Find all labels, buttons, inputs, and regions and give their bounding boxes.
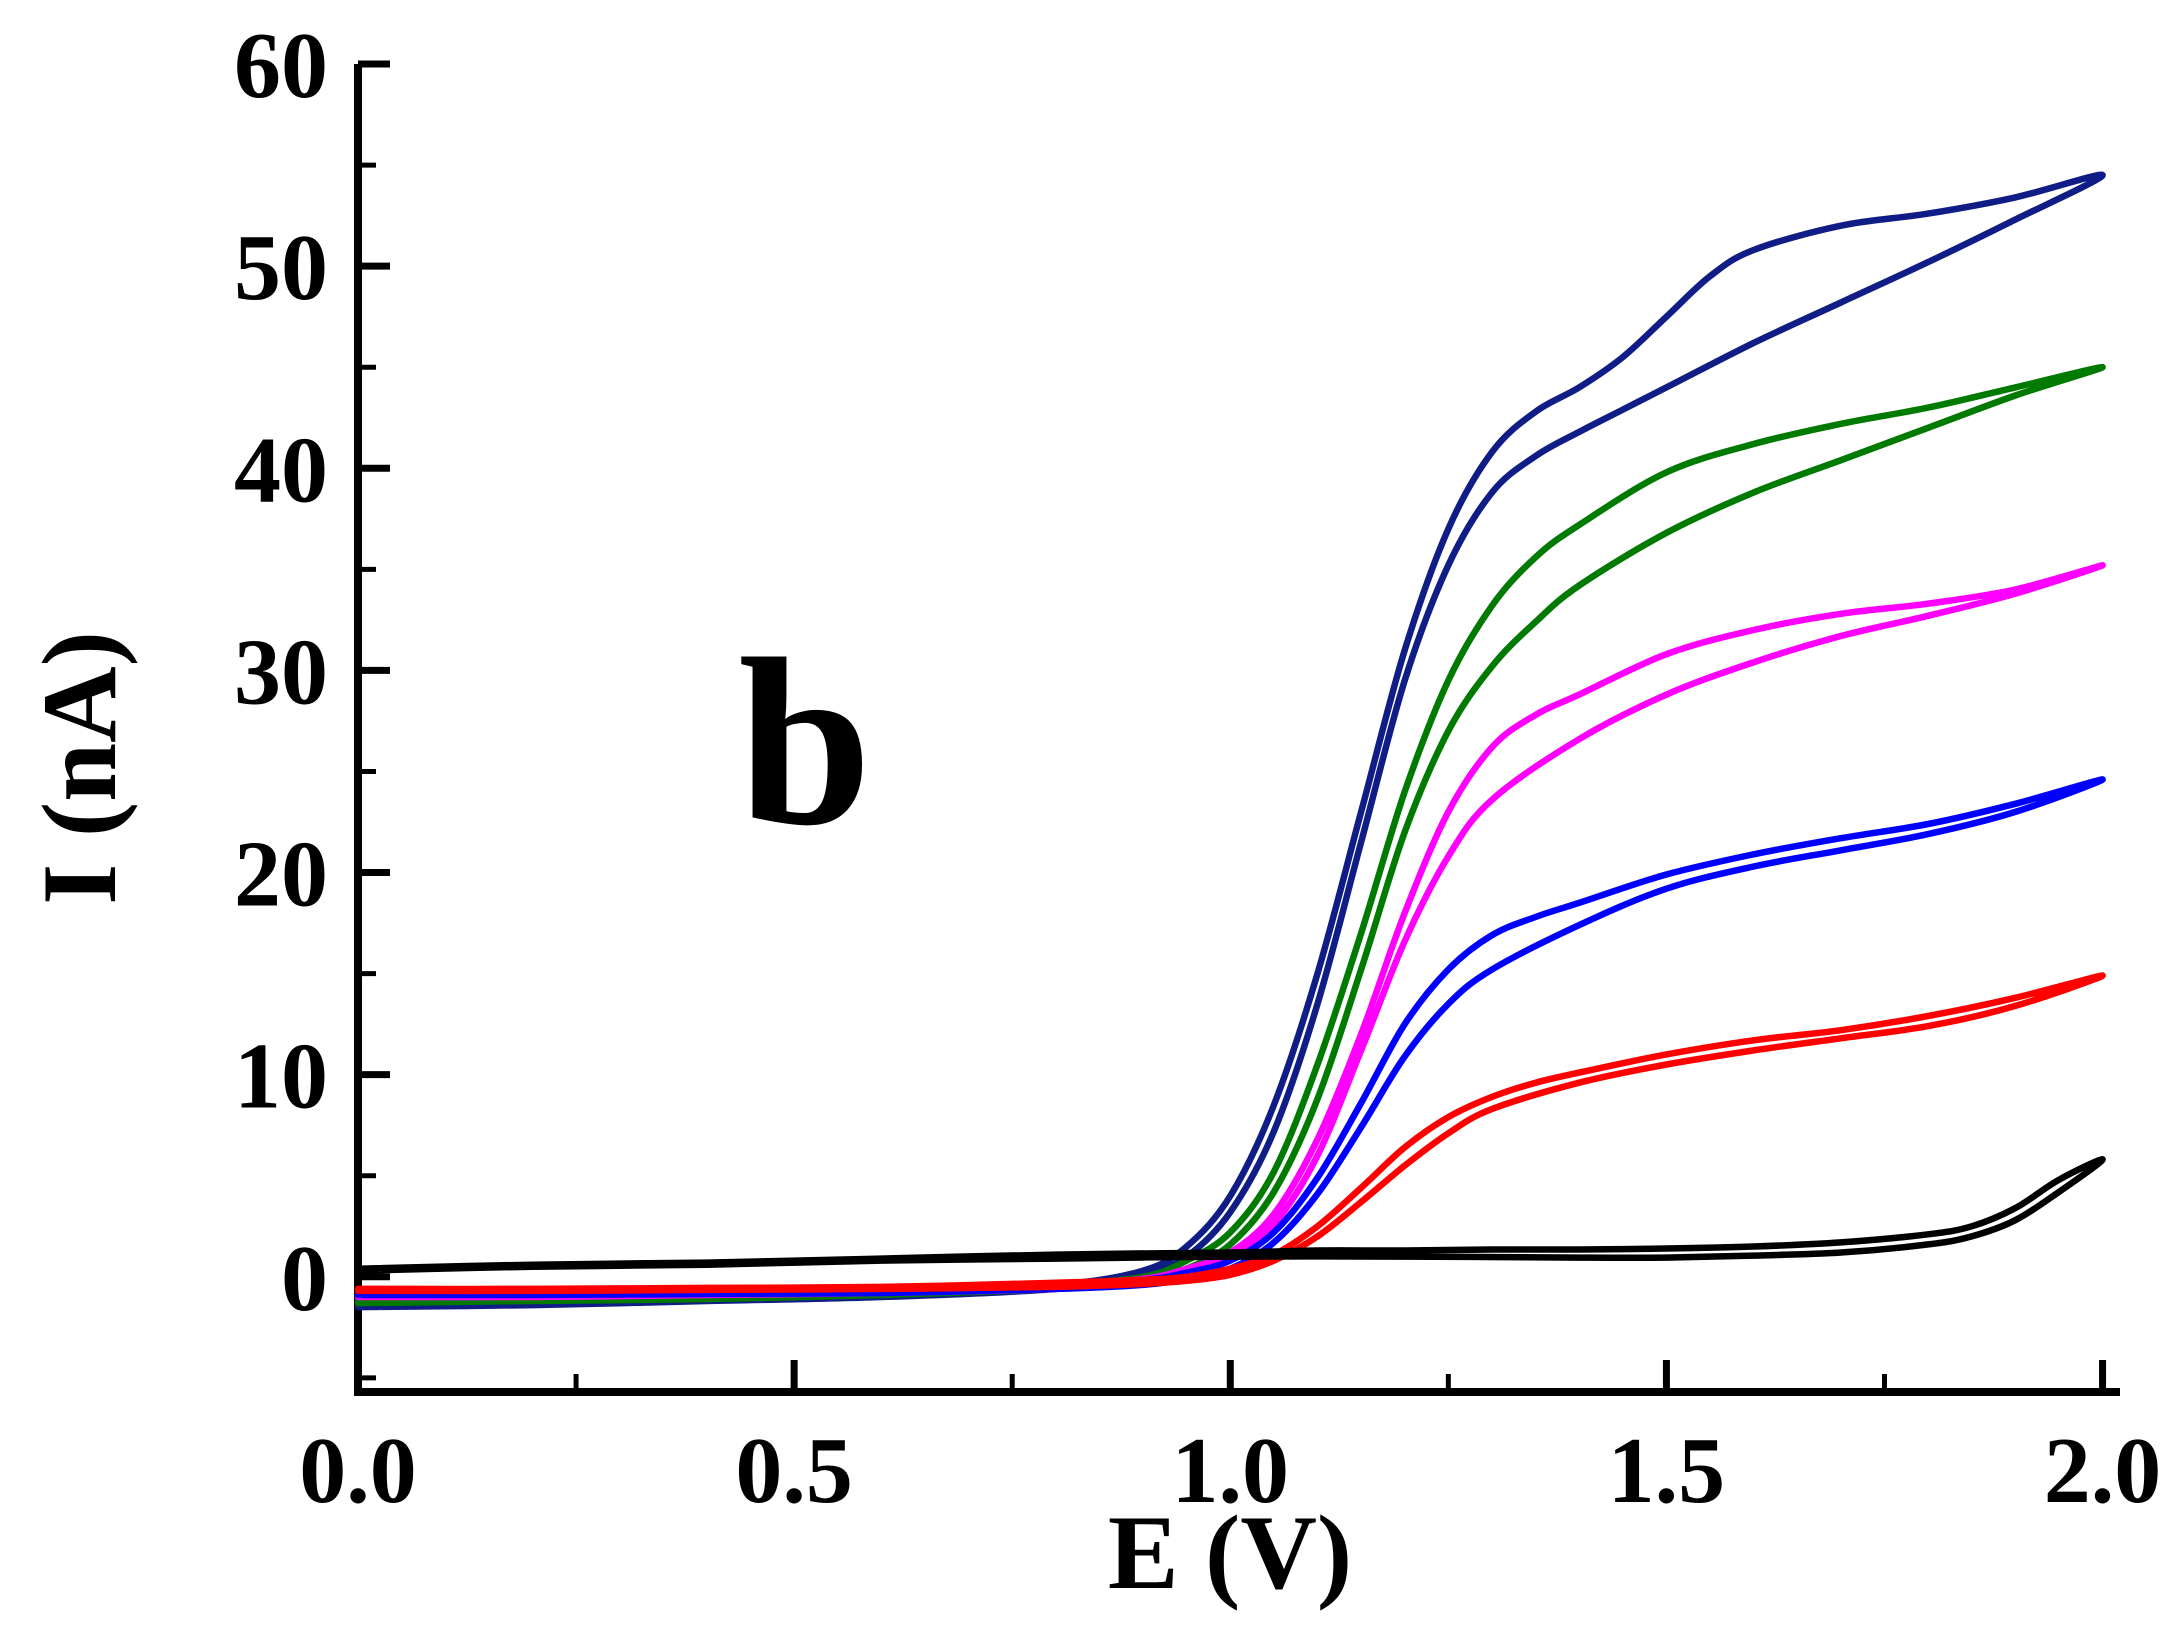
y-tick-label: 20: [234, 823, 328, 927]
x-tick-label: 0.5: [735, 1419, 853, 1523]
y-tick-label: 60: [234, 14, 328, 118]
curve-magenta: [354, 562, 2106, 1301]
y-tick-label: 30: [234, 620, 328, 724]
x-tick-label: 1.0: [1172, 1419, 1290, 1523]
curve-black: [354, 1156, 2106, 1274]
y-tick-label: 40: [234, 418, 328, 522]
x-tick-label: 1.5: [1608, 1419, 1726, 1523]
y-tick-label: 0: [281, 1227, 328, 1331]
panel-label: b: [738, 609, 872, 875]
x-tick-label: 2.0: [2044, 1419, 2162, 1523]
y-axis-label: I (nA): [21, 631, 138, 905]
x-tick-label: 0.0: [299, 1419, 417, 1523]
y-tick-label: 50: [234, 216, 328, 320]
curve-navy: [354, 171, 2106, 1311]
y-tick-label: 10: [234, 1025, 328, 1129]
curve-red: [354, 972, 2106, 1295]
x-axis-label: E (V): [1107, 1494, 1353, 1611]
